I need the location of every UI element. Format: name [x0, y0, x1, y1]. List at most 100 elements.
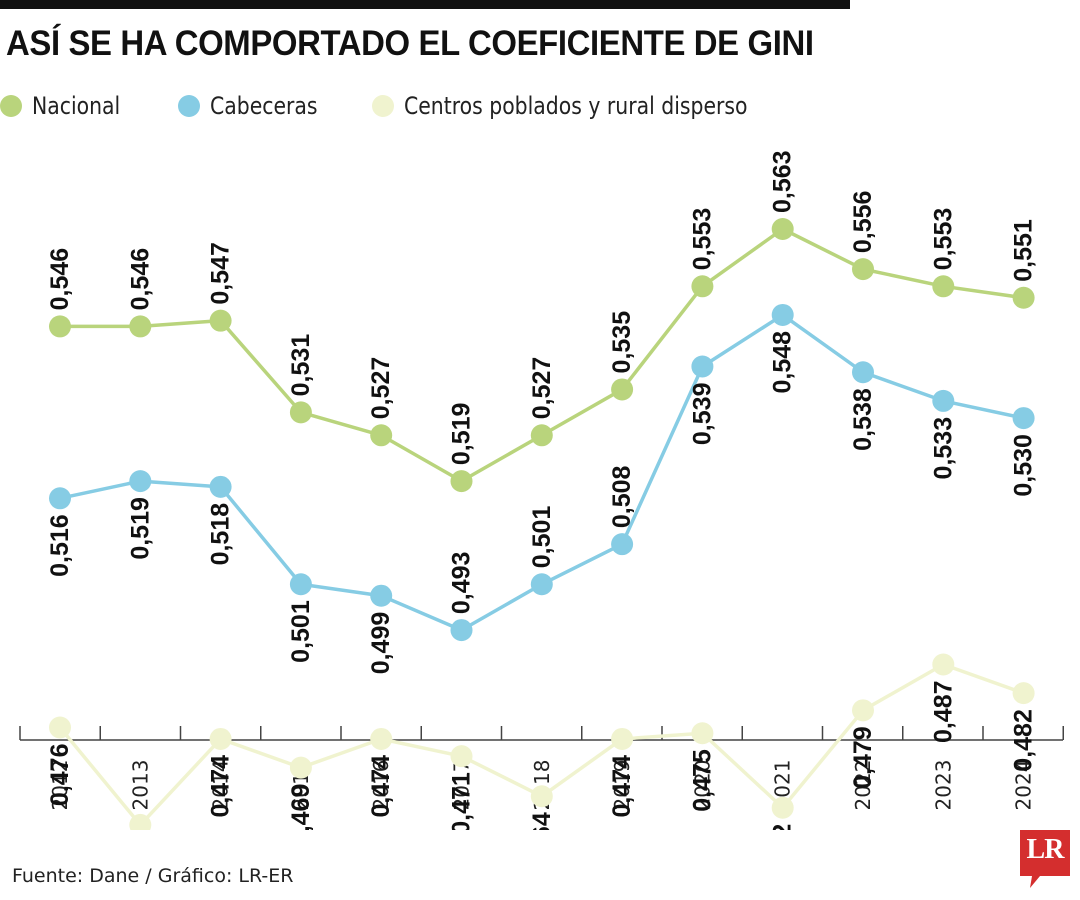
data-label-nacional: 0,531	[287, 334, 315, 397]
data-point-nacional	[1012, 286, 1035, 309]
data-label-cabeceras: 0,516	[46, 514, 74, 577]
data-point-nacional	[209, 309, 232, 332]
data-label-rural: 0,474	[367, 755, 395, 818]
data-label-rural: 0,474	[608, 755, 636, 818]
data-label-rural: 0,474	[207, 755, 235, 818]
legend-swatch-nacional	[0, 95, 22, 117]
x-tick-label: 2012	[48, 760, 72, 811]
data-label-cabeceras: 0,530	[1010, 434, 1038, 497]
data-point-cabeceras	[691, 355, 714, 378]
data-label-cabeceras: 0,533	[929, 417, 957, 480]
data-point-cabeceras	[530, 573, 553, 596]
data-label-rural: 0,462	[769, 824, 797, 830]
x-tick-label: 2013	[128, 760, 152, 811]
data-point-rural	[530, 785, 553, 808]
data-label-nacional: 0,547	[207, 242, 235, 305]
x-tick-label: 2024	[1012, 760, 1036, 811]
data-point-rural	[289, 756, 312, 779]
data-point-cabeceras	[49, 487, 71, 510]
data-point-rural	[129, 813, 152, 830]
data-label-rural: 0,482	[1010, 709, 1038, 772]
data-point-cabeceras	[370, 584, 393, 607]
data-label-nacional: 0,546	[46, 248, 74, 311]
data-point-nacional	[771, 218, 794, 240]
x-tick-label: 2022	[851, 760, 875, 811]
data-label-nacional: 0,551	[1010, 219, 1038, 282]
data-point-nacional	[129, 315, 152, 338]
logo-shape	[1020, 830, 1070, 888]
lr-logo: LR	[1020, 830, 1070, 888]
data-point-rural	[771, 796, 794, 819]
data-label-cabeceras: 0,548	[769, 331, 797, 394]
legend-label-nacional: Nacional	[32, 92, 121, 120]
data-label-cabeceras: 0,499	[367, 612, 395, 675]
source-note: Fuente: Dane / Gráfico: LR-ER	[12, 865, 294, 887]
data-point-cabeceras	[611, 533, 634, 556]
legend: Nacional Cabeceras Centros poblados y ru…	[0, 88, 1000, 124]
data-point-cabeceras	[771, 303, 794, 326]
data-label-nacional: 0,527	[528, 357, 556, 420]
top-bar	[0, 0, 850, 9]
chart-title: ASÍ SE HA COMPORTADO EL COEFICIENTE DE G…	[6, 24, 814, 63]
data-label-cabeceras: 0,508	[608, 465, 636, 528]
data-label-nacional: 0,563	[769, 150, 797, 213]
data-point-nacional	[852, 258, 874, 281]
data-point-cabeceras	[852, 361, 874, 384]
data-label-rural: 0,476	[46, 744, 74, 807]
data-point-cabeceras	[209, 475, 232, 498]
data-label-nacional: 0,546	[126, 248, 154, 311]
data-label-rural: 0,471	[448, 772, 476, 830]
data-point-rural	[932, 653, 955, 676]
data-point-nacional	[49, 315, 71, 338]
x-tick-label: 2020	[690, 760, 714, 811]
data-label-cabeceras: 0,518	[207, 503, 235, 566]
data-point-rural	[49, 716, 71, 739]
data-label-cabeceras: 0,539	[688, 383, 716, 446]
x-tick-label: 2017	[450, 760, 474, 811]
x-tick-label: 2023	[931, 760, 955, 811]
data-point-cabeceras	[450, 619, 473, 642]
data-point-rural	[209, 727, 232, 750]
data-point-cabeceras	[129, 470, 152, 493]
data-label-rural: 0,464	[528, 812, 556, 830]
data-point-nacional	[611, 378, 634, 401]
data-point-nacional	[530, 424, 553, 447]
legend-item-nacional: Nacional	[0, 88, 136, 124]
data-label-cabeceras: 0,501	[528, 506, 556, 569]
line-chart: 2012 2013 2014 2015 2016 2017 2018 2019 2020 2021…	[19, 150, 1064, 830]
legend-item-cabeceras: Cabeceras	[178, 88, 337, 124]
data-point-rural	[370, 727, 393, 750]
data-label-rural: 0,479	[849, 726, 877, 789]
data-point-rural	[611, 727, 634, 750]
data-label-nacional: 0,553	[929, 208, 957, 271]
data-point-rural	[852, 699, 874, 722]
data-point-cabeceras	[1012, 407, 1035, 430]
data-point-nacional	[450, 470, 473, 493]
x-tick-label: 2019	[610, 760, 634, 811]
legend-swatch-cabeceras	[178, 95, 200, 117]
data-label-cabeceras: 0,493	[448, 552, 476, 615]
data-label-cabeceras: 0,501	[287, 600, 315, 663]
data-label-nacional: 0,535	[608, 311, 636, 374]
legend-swatch-rural	[372, 95, 394, 117]
legend-label-rural: Centros poblados y rural disperso	[404, 92, 748, 120]
data-point-rural	[1012, 682, 1035, 705]
legend-item-rural: Centros poblados y rural disperso	[372, 88, 808, 124]
data-label-rural: 0,475	[688, 749, 716, 812]
data-point-nacional	[289, 401, 312, 424]
data-point-rural	[691, 722, 714, 745]
data-point-rural	[450, 745, 473, 768]
data-label-nacional: 0,519	[448, 403, 476, 466]
data-label-rural: 0,469	[287, 784, 315, 830]
legend-label-cabeceras: Cabeceras	[210, 92, 318, 120]
x-tick-label: 2016	[369, 760, 393, 811]
data-point-cabeceras	[289, 573, 312, 596]
data-point-nacional	[370, 424, 393, 447]
data-point-nacional	[691, 275, 714, 298]
data-label-nacional: 0,527	[367, 357, 395, 420]
data-label-nacional: 0,556	[849, 191, 877, 254]
logo-text: LR	[1026, 834, 1065, 865]
x-tick-label: 2014	[209, 760, 233, 811]
data-point-nacional	[932, 275, 955, 298]
data-label-nacional: 0,553	[688, 208, 716, 271]
